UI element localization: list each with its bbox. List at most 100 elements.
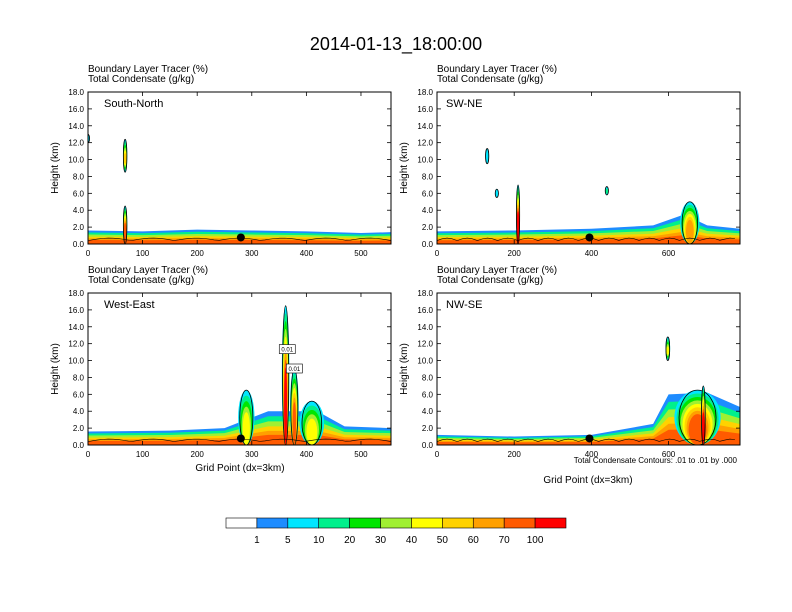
condensate-contour	[665, 336, 671, 361]
contour-label-box	[278, 344, 296, 354]
y-tick-label: 8.0	[73, 172, 85, 181]
colorbar-swatch	[411, 517, 443, 529]
x-tick-label: 400	[585, 249, 599, 258]
colorbar-label: 40	[406, 535, 418, 546]
y-tick-label: 14.0	[417, 122, 433, 131]
y-tick-label: 10.0	[68, 156, 84, 165]
y-tick-label: 14.0	[68, 323, 84, 332]
y-tick-label: 10.0	[417, 156, 433, 165]
tracer-plume	[701, 412, 705, 445]
x-tick-label: 200	[508, 249, 522, 258]
y-tick-label: 2.0	[422, 223, 434, 232]
tracer-plume	[516, 211, 520, 244]
x-tick-label: 100	[136, 450, 150, 459]
x-tick-label: 400	[585, 450, 599, 459]
tracer-plume	[123, 222, 127, 244]
plot-content	[437, 148, 740, 244]
condensate-contour	[282, 305, 290, 445]
panel-name: South-North	[104, 98, 163, 110]
colorbar-swatch	[349, 517, 381, 529]
y-tick-label: 16.0	[68, 105, 84, 114]
y-tick-label: 2.0	[73, 223, 85, 232]
contour-label-box	[286, 363, 303, 374]
panel-name: SW-NE	[446, 98, 482, 110]
tracer-plume	[485, 148, 490, 164]
x-tick-label: 200	[508, 450, 522, 459]
plot-content	[437, 336, 740, 445]
y-tick-label: 18.0	[417, 88, 433, 97]
y-tick-label: 4.0	[422, 407, 434, 416]
panel-name: NW-SE	[446, 299, 482, 311]
x-tick-label: 600	[662, 450, 676, 459]
x-tick-label: 0	[435, 450, 440, 459]
x-tick-label: 400	[300, 450, 314, 459]
y-axis-label: Height (km)	[50, 142, 61, 194]
tracer-plume	[306, 418, 318, 445]
y-tick-label: 6.0	[422, 189, 434, 198]
y-tick-label: 6.0	[73, 390, 85, 399]
panel-subtitle-tracer: Boundary Layer Tracer (%)	[88, 265, 208, 276]
plot-frame	[436, 292, 741, 446]
y-tick-label: 18.0	[417, 289, 433, 298]
y-tick-label: 6.0	[73, 189, 85, 198]
x-tick-label: 300	[245, 249, 259, 258]
tracer-plume	[123, 153, 127, 164]
colorbar-label: 1	[254, 535, 260, 546]
condensate-contour	[122, 138, 128, 173]
plot-area: 0.0 2.0 4.0 6.0 8.0 10.0 12.0 14.0 16.0 18.0 0 200 4…	[399, 88, 741, 258]
y-tick-label: 4.0	[73, 206, 85, 215]
panel-subtitle-tracer: Boundary Layer Tracer (%)	[88, 64, 208, 75]
x-tick-label: 100	[136, 249, 150, 258]
colorbar-swatch	[256, 517, 289, 529]
y-tick-label: 0.0	[73, 240, 85, 249]
location-marker	[236, 233, 245, 242]
y-tick-label: 16.0	[417, 306, 433, 315]
colorbar-label: 20	[344, 535, 356, 546]
y-tick-label: 12.0	[68, 139, 84, 148]
plot-content	[88, 133, 391, 244]
location-marker	[585, 233, 594, 242]
y-tick-label: 14.0	[68, 122, 84, 131]
panel-name: West-East	[104, 299, 155, 311]
x-tick-label: 0	[435, 249, 440, 258]
y-tick-label: 0.0	[422, 240, 434, 249]
contour-label: 0.01	[281, 348, 293, 354]
condensate-contour	[701, 385, 706, 445]
y-tick-label: 8.0	[422, 172, 434, 181]
y-tick-label: 4.0	[422, 206, 434, 215]
location-marker	[236, 434, 245, 443]
condensate-contour	[604, 186, 609, 196]
colorbar-swatch	[442, 517, 474, 529]
y-tick-label: 14.0	[417, 323, 433, 332]
y-tick-label: 8.0	[422, 373, 434, 382]
y-tick-label: 16.0	[68, 306, 84, 315]
tracer-plume	[292, 402, 297, 445]
contour-label: 0.01	[289, 367, 301, 373]
condensate-contour	[485, 148, 490, 165]
y-tick-label: 12.0	[417, 340, 433, 349]
y-tick-label: 12.0	[68, 340, 84, 349]
plot-area: 0.0 2.0 4.0 6.0 8.0 10.0 12.0 14.0 16.0 18.0 0 100 2…	[50, 88, 392, 258]
y-tick-label: 2.0	[73, 424, 85, 433]
y-tick-label: 18.0	[68, 289, 84, 298]
colorbar-swatch	[503, 517, 536, 529]
y-tick-label: 4.0	[73, 407, 85, 416]
colorbar-label: 5	[285, 535, 291, 546]
plot-frame	[87, 91, 392, 245]
panel-subtitle-condensate: Total Condensate (g/kg)	[437, 74, 543, 85]
colorbar-swatch	[380, 517, 412, 529]
panel-subtitle-condensate: Total Condensate (g/kg)	[88, 74, 194, 85]
panel-subtitle-condensate: Total Condensate (g/kg)	[88, 275, 194, 286]
tracer-plume	[495, 189, 499, 198]
plot-content	[88, 305, 391, 445]
condensate-contour	[122, 205, 128, 244]
x-tick-label: 400	[300, 249, 314, 258]
tracer-plume	[242, 412, 250, 445]
colorbar-swatch	[472, 517, 505, 529]
x-tick-label: 0	[86, 450, 91, 459]
panel-subtitle-tracer: Boundary Layer Tracer (%)	[437, 64, 557, 75]
y-axis-label: Height (km)	[399, 142, 410, 194]
y-axis-label: Height (km)	[50, 343, 61, 395]
x-axis-label: Grid Point (dx=3km)	[543, 475, 632, 486]
colorbar-label: 60	[468, 535, 480, 546]
